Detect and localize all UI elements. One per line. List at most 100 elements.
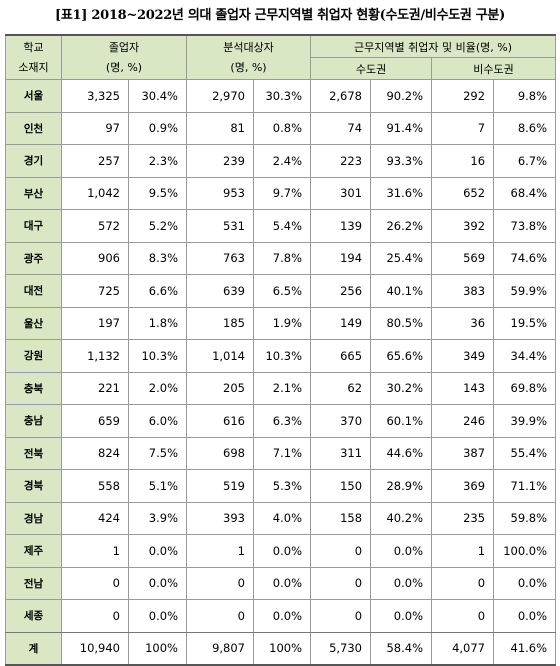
non-n-cell: 652 — [431, 176, 495, 210]
grad-p-cell: 2.3% — [128, 144, 187, 178]
table-title: [표1] 2018~2022년 의대 졸업자 근무지역별 취업자 현황(수도권/… — [55, 8, 505, 23]
non-p-cell: 9.8% — [493, 79, 557, 113]
grad-p-cell: 30.4% — [128, 79, 187, 113]
non-p-cell: 39.9% — [493, 404, 557, 438]
non-n-cell: 235 — [431, 501, 495, 535]
grad-n-cell: 97 — [61, 111, 129, 145]
table-row: 서울 3,325 30.4% 2,970 30.3% 2,678 90.2% 292 9.8% — [5, 79, 557, 113]
ana-n-cell: 763 — [186, 241, 254, 275]
header-graduates-line2: (명, %) — [105, 60, 143, 74]
table-row: 대전 725 6.6% 639 6.5% 256 40.1% 383 59.9% — [5, 274, 557, 308]
ana-p-cell: 6.5% — [252, 274, 312, 308]
region-cell: 인천 — [5, 111, 62, 145]
region-cell: 대구 — [5, 209, 62, 243]
cap-p-cell: 91.4% — [370, 111, 433, 145]
ana-n-cell: 9,807 — [186, 631, 254, 666]
cap-p-cell: 60.1% — [370, 404, 433, 438]
ana-p-cell: 6.3% — [252, 404, 312, 438]
region-cell: 울산 — [5, 306, 62, 340]
header-analyzed-line2: (명, %) — [230, 60, 267, 74]
grad-p-cell: 3.9% — [128, 501, 187, 535]
table-row: 경남 424 3.9% 393 4.0% 158 40.2% 235 59.8% — [5, 501, 557, 535]
non-n-cell: 0 — [431, 566, 495, 600]
ana-n-cell: 239 — [186, 144, 254, 178]
region-cell: 부산 — [5, 176, 62, 210]
cap-p-cell: 58.4% — [370, 631, 433, 666]
cap-n-cell: 0 — [310, 534, 372, 568]
non-p-cell: 41.6% — [493, 631, 557, 666]
cap-n-cell: 0 — [310, 599, 372, 633]
region-cell: 전북 — [5, 436, 62, 470]
cap-n-cell: 2,678 — [310, 79, 372, 113]
grad-n-cell: 424 — [61, 501, 129, 535]
cap-p-cell: 90.2% — [370, 79, 433, 113]
ana-n-cell: 519 — [186, 469, 254, 503]
cap-p-cell: 25.4% — [370, 241, 433, 275]
region-cell: 서울 — [5, 79, 62, 113]
non-p-cell: 6.7% — [493, 144, 557, 178]
header-capital: 수도권 — [310, 57, 433, 80]
non-n-cell: 569 — [431, 241, 495, 275]
ana-p-cell: 0.8% — [252, 111, 312, 145]
ana-n-cell: 185 — [186, 306, 254, 340]
non-p-cell: 59.8% — [493, 501, 557, 535]
region-cell: 세종 — [5, 599, 62, 633]
grad-p-cell: 8.3% — [128, 241, 187, 275]
cap-n-cell: 194 — [310, 241, 372, 275]
ana-n-cell: 1,014 — [186, 339, 254, 373]
ana-n-cell: 0 — [186, 599, 254, 633]
cap-p-cell: 44.6% — [370, 436, 433, 470]
table-row: 충남 659 6.0% 616 6.3% 370 60.1% 246 39.9% — [5, 404, 557, 438]
grad-n-cell: 906 — [61, 241, 129, 275]
non-n-cell: 369 — [431, 469, 495, 503]
ana-p-cell: 0.0% — [252, 566, 312, 600]
table-row: 울산 197 1.8% 185 1.9% 149 80.5% 36 19.5% — [5, 306, 557, 340]
grad-p-cell: 7.5% — [128, 436, 187, 470]
non-n-cell: 392 — [431, 209, 495, 243]
table-row: 경북 558 5.1% 519 5.3% 150 28.9% 369 71.1% — [5, 469, 557, 503]
grad-n-cell: 725 — [61, 274, 129, 308]
table-row: 전북 824 7.5% 698 7.1% 311 44.6% 387 55.4% — [5, 436, 557, 470]
cap-n-cell: 256 — [310, 274, 372, 308]
ana-p-cell: 7.1% — [252, 436, 312, 470]
cap-p-cell: 0.0% — [370, 566, 433, 600]
cap-n-cell: 0 — [310, 566, 372, 600]
grad-p-cell: 9.5% — [128, 176, 187, 210]
grad-n-cell: 257 — [61, 144, 129, 178]
cap-p-cell: 40.1% — [370, 274, 433, 308]
grad-p-cell: 5.2% — [128, 209, 187, 243]
header-analyzed: 분석대상자 (명, %) — [185, 34, 312, 80]
header-graduates: 졸업자 (명, %) — [61, 34, 187, 80]
cap-p-cell: 0.0% — [370, 534, 433, 568]
cap-p-cell: 93.3% — [370, 144, 433, 178]
grad-n-cell: 1,132 — [61, 339, 129, 373]
non-p-cell: 59.9% — [493, 274, 557, 308]
table-row: 전남 0 0.0% 0 0.0% 0 0.0% 0 0.0% — [5, 566, 557, 600]
grad-p-cell: 0.0% — [128, 566, 187, 600]
table-row: 제주 1 0.0% 1 0.0% 0 0.0% 1 100.0% — [5, 534, 557, 568]
header-employed: 근무지역별 취업자 및 비율(명, %) — [310, 34, 557, 58]
region-cell: 충북 — [5, 371, 62, 405]
ana-p-cell: 0.0% — [252, 534, 312, 568]
grad-p-cell: 6.6% — [128, 274, 187, 308]
non-p-cell: 0.0% — [493, 599, 557, 633]
non-n-cell: 387 — [431, 436, 495, 470]
region-cell: 강원 — [5, 339, 62, 373]
non-p-cell: 73.8% — [493, 209, 557, 243]
ana-p-cell: 9.7% — [252, 176, 312, 210]
ana-n-cell: 0 — [186, 566, 254, 600]
ana-p-cell: 4.0% — [252, 501, 312, 535]
non-n-cell: 36 — [431, 306, 495, 340]
ana-n-cell: 393 — [186, 501, 254, 535]
grad-p-cell: 5.1% — [128, 469, 187, 503]
non-n-cell: 7 — [431, 111, 495, 145]
grad-n-cell: 10,940 — [61, 631, 129, 666]
grad-n-cell: 572 — [61, 209, 129, 243]
table-body: 서울 3,325 30.4% 2,970 30.3% 2,678 90.2% 292 9.8% 인… — [5, 79, 557, 666]
table-row: 부산 1,042 9.5% 953 9.7% 301 31.6% 652 68.4% — [5, 176, 557, 210]
header-noncapital: 비수도권 — [431, 57, 557, 80]
header-analyzed-line1: 분석대상자 — [223, 40, 274, 54]
cap-p-cell: 65.6% — [370, 339, 433, 373]
cap-p-cell: 28.9% — [370, 469, 433, 503]
region-cell: 계 — [5, 631, 62, 666]
